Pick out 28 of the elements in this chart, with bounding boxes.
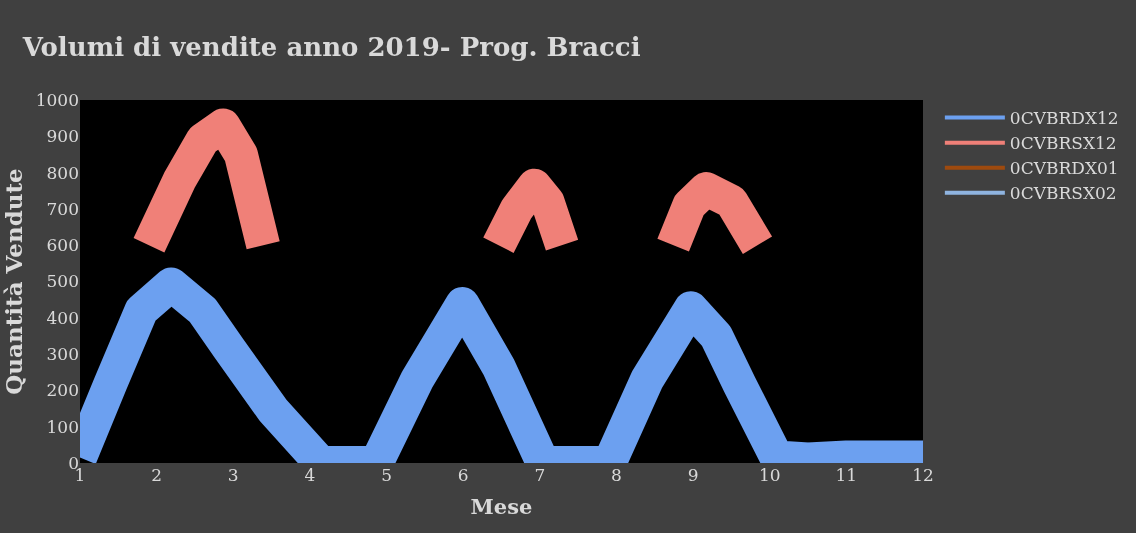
y-tick-label: 500 <box>46 271 79 292</box>
x-tick-label: 7 <box>534 465 546 485</box>
x-tick-label: 11 <box>835 465 858 485</box>
y-tick-label: 400 <box>46 307 79 328</box>
legend-label: 0CVBRDX12 <box>1009 108 1119 129</box>
y-tick-label: 900 <box>46 126 79 147</box>
y-tick-label: 200 <box>46 380 79 401</box>
legend-label: 0CVBRSX02 <box>1009 183 1117 204</box>
y-tick-label: 800 <box>46 162 79 183</box>
x-tick-label: 3 <box>227 465 239 485</box>
x-tick-label: 4 <box>304 465 316 485</box>
y-axis-title: Quantità Vendute <box>0 168 27 395</box>
x-tick-label: 8 <box>611 465 622 485</box>
y-tick-label: 100 <box>46 416 79 437</box>
y-tick-label: 1000 <box>35 89 79 110</box>
x-tick-label: 9 <box>687 465 699 485</box>
chart-title: Volumi di vendite anno 2019- Prog. Bracci <box>21 31 641 62</box>
x-tick-label: 6 <box>457 465 469 485</box>
x-tick-label: 12 <box>912 465 934 485</box>
y-tick-label: 700 <box>46 198 79 219</box>
x-tick-label: 2 <box>151 465 163 485</box>
x-tick-label: 10 <box>758 465 781 485</box>
legend-label: 0CVBRSX12 <box>1009 133 1117 154</box>
legend-label: 0CVBRDX01 <box>1009 158 1119 179</box>
x-tick-label: 5 <box>381 465 392 485</box>
y-tick-label: 300 <box>46 344 79 365</box>
x-axis-title: Mese <box>470 494 533 520</box>
y-tick-label: 600 <box>46 235 79 256</box>
